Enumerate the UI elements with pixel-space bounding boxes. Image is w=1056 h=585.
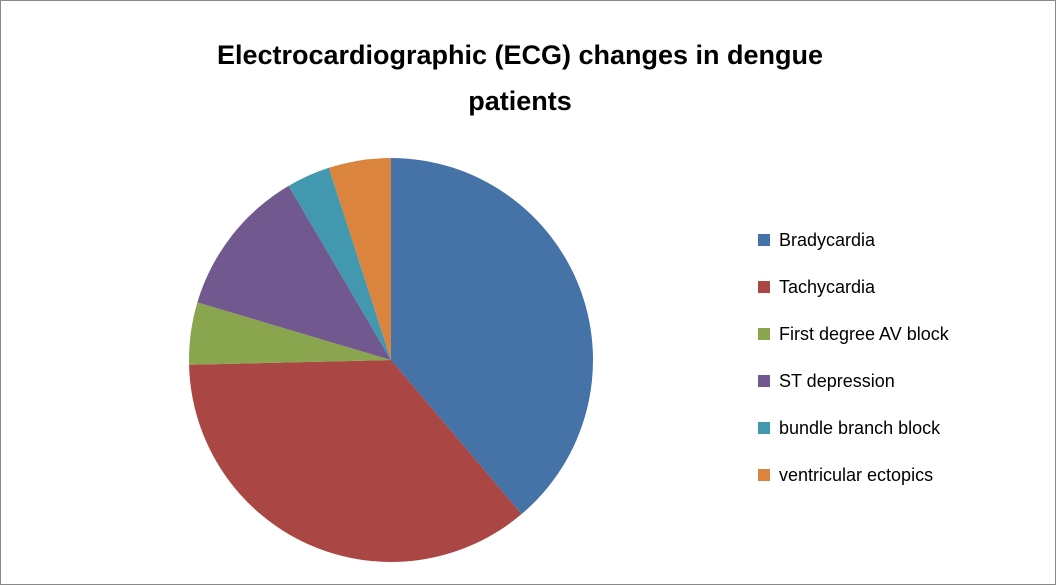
- pie-slice: [391, 158, 593, 515]
- legend-label: Bradycardia: [779, 230, 876, 250]
- pie-slice: [188, 302, 391, 365]
- legend-swatch: [758, 234, 770, 246]
- pie-slice: [288, 167, 391, 360]
- legend-label: Tachycardia: [779, 277, 876, 297]
- legend-swatch: [758, 328, 770, 340]
- pie-slice: [328, 158, 391, 360]
- chart-title: patients: [468, 86, 572, 116]
- legend-swatch: [758, 422, 770, 434]
- legend-label: First degree AV block: [779, 324, 950, 344]
- pie-slice: [189, 360, 522, 562]
- chart-title: Electrocardiographic (ECG) changes in de…: [217, 40, 823, 70]
- legend-swatch: [758, 469, 770, 481]
- legend-label: ST depression: [779, 371, 895, 391]
- pie-slice: [197, 185, 391, 360]
- legend-swatch: [758, 281, 770, 293]
- legend-label: ventricular ectopics: [779, 465, 933, 485]
- legend-swatch: [758, 375, 770, 387]
- legend-label: bundle branch block: [779, 418, 941, 438]
